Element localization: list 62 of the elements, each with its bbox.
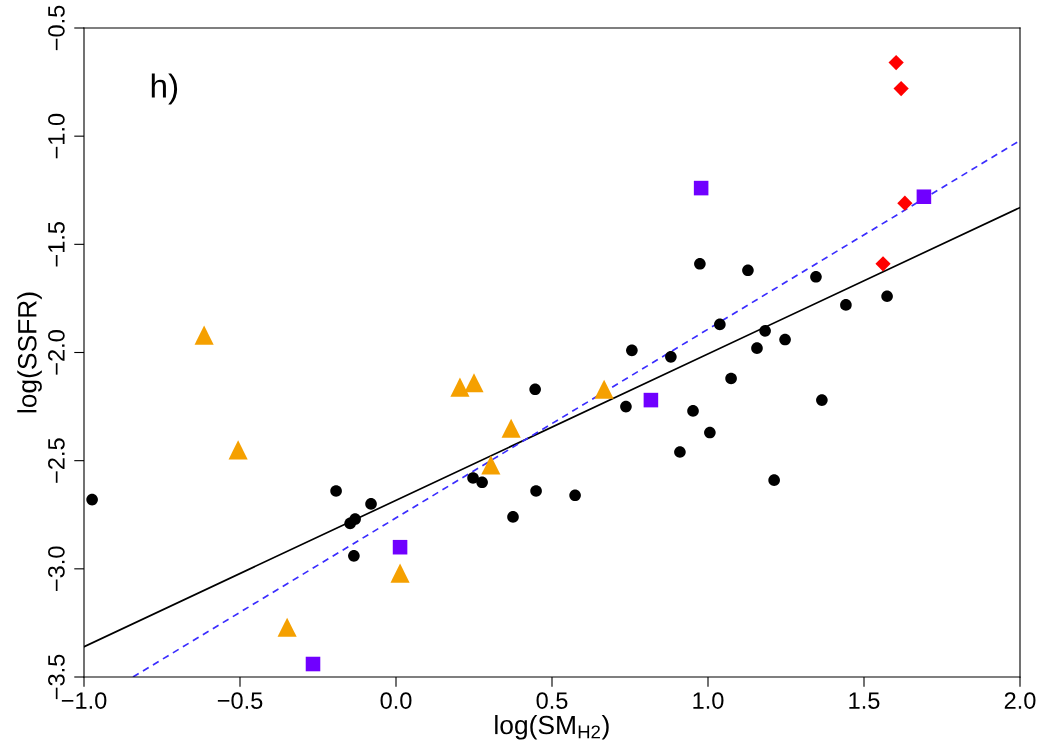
point (467, 472, 479, 484)
point (365, 498, 377, 510)
y-tick-label: −2.0 (48, 330, 65, 375)
point (643, 392, 659, 408)
point (330, 485, 342, 497)
point (476, 476, 488, 489)
point (665, 351, 677, 363)
x-tick-label: 1.5 (849, 692, 880, 709)
point (390, 563, 410, 583)
point (694, 257, 706, 270)
x-tick-label: 0.0 (380, 692, 412, 709)
point (816, 394, 828, 406)
point (687, 405, 699, 417)
point (810, 270, 822, 283)
point (349, 513, 361, 525)
point (501, 418, 521, 438)
y-tick-label: −1.5 (48, 222, 65, 267)
point (742, 264, 754, 277)
point (392, 539, 408, 555)
point (768, 474, 780, 486)
point (620, 400, 632, 413)
x-tick-label: 1.0 (693, 692, 724, 709)
point (86, 493, 98, 506)
point (704, 426, 716, 439)
point (569, 489, 581, 502)
point (881, 290, 893, 303)
point (897, 195, 913, 211)
point (450, 377, 470, 397)
y-tick-label: −3.0 (48, 546, 65, 591)
point (725, 372, 737, 385)
point (916, 189, 932, 205)
x-tick-label: 2.0 (1004, 692, 1036, 709)
point (194, 325, 214, 345)
x-tick-label: 0.5 (536, 692, 568, 709)
point (594, 379, 614, 399)
point (277, 617, 297, 637)
y-axis-title: log(SSFR) (17, 292, 42, 413)
point (481, 455, 501, 475)
point (779, 333, 791, 346)
point (228, 440, 248, 460)
point (693, 180, 709, 196)
point (875, 256, 891, 272)
point (674, 446, 686, 458)
point (759, 325, 771, 337)
point (529, 383, 541, 396)
point (348, 550, 360, 562)
point (626, 344, 638, 357)
point (893, 80, 909, 97)
point (305, 656, 321, 672)
x-tick-label: −0.5 (217, 692, 263, 709)
point (840, 299, 852, 311)
point (464, 373, 484, 393)
point (888, 55, 904, 71)
point (751, 342, 763, 354)
x-axis-title: log(SM$_{H2}$) (495, 714, 609, 740)
annotation: h) (151, 73, 178, 105)
y-tick-label: −1.0 (48, 113, 65, 159)
point (714, 318, 726, 331)
point (530, 485, 542, 497)
point (507, 511, 519, 523)
y-tick-label: −0.5 (48, 5, 65, 51)
y-tick-label: −2.5 (48, 438, 65, 483)
